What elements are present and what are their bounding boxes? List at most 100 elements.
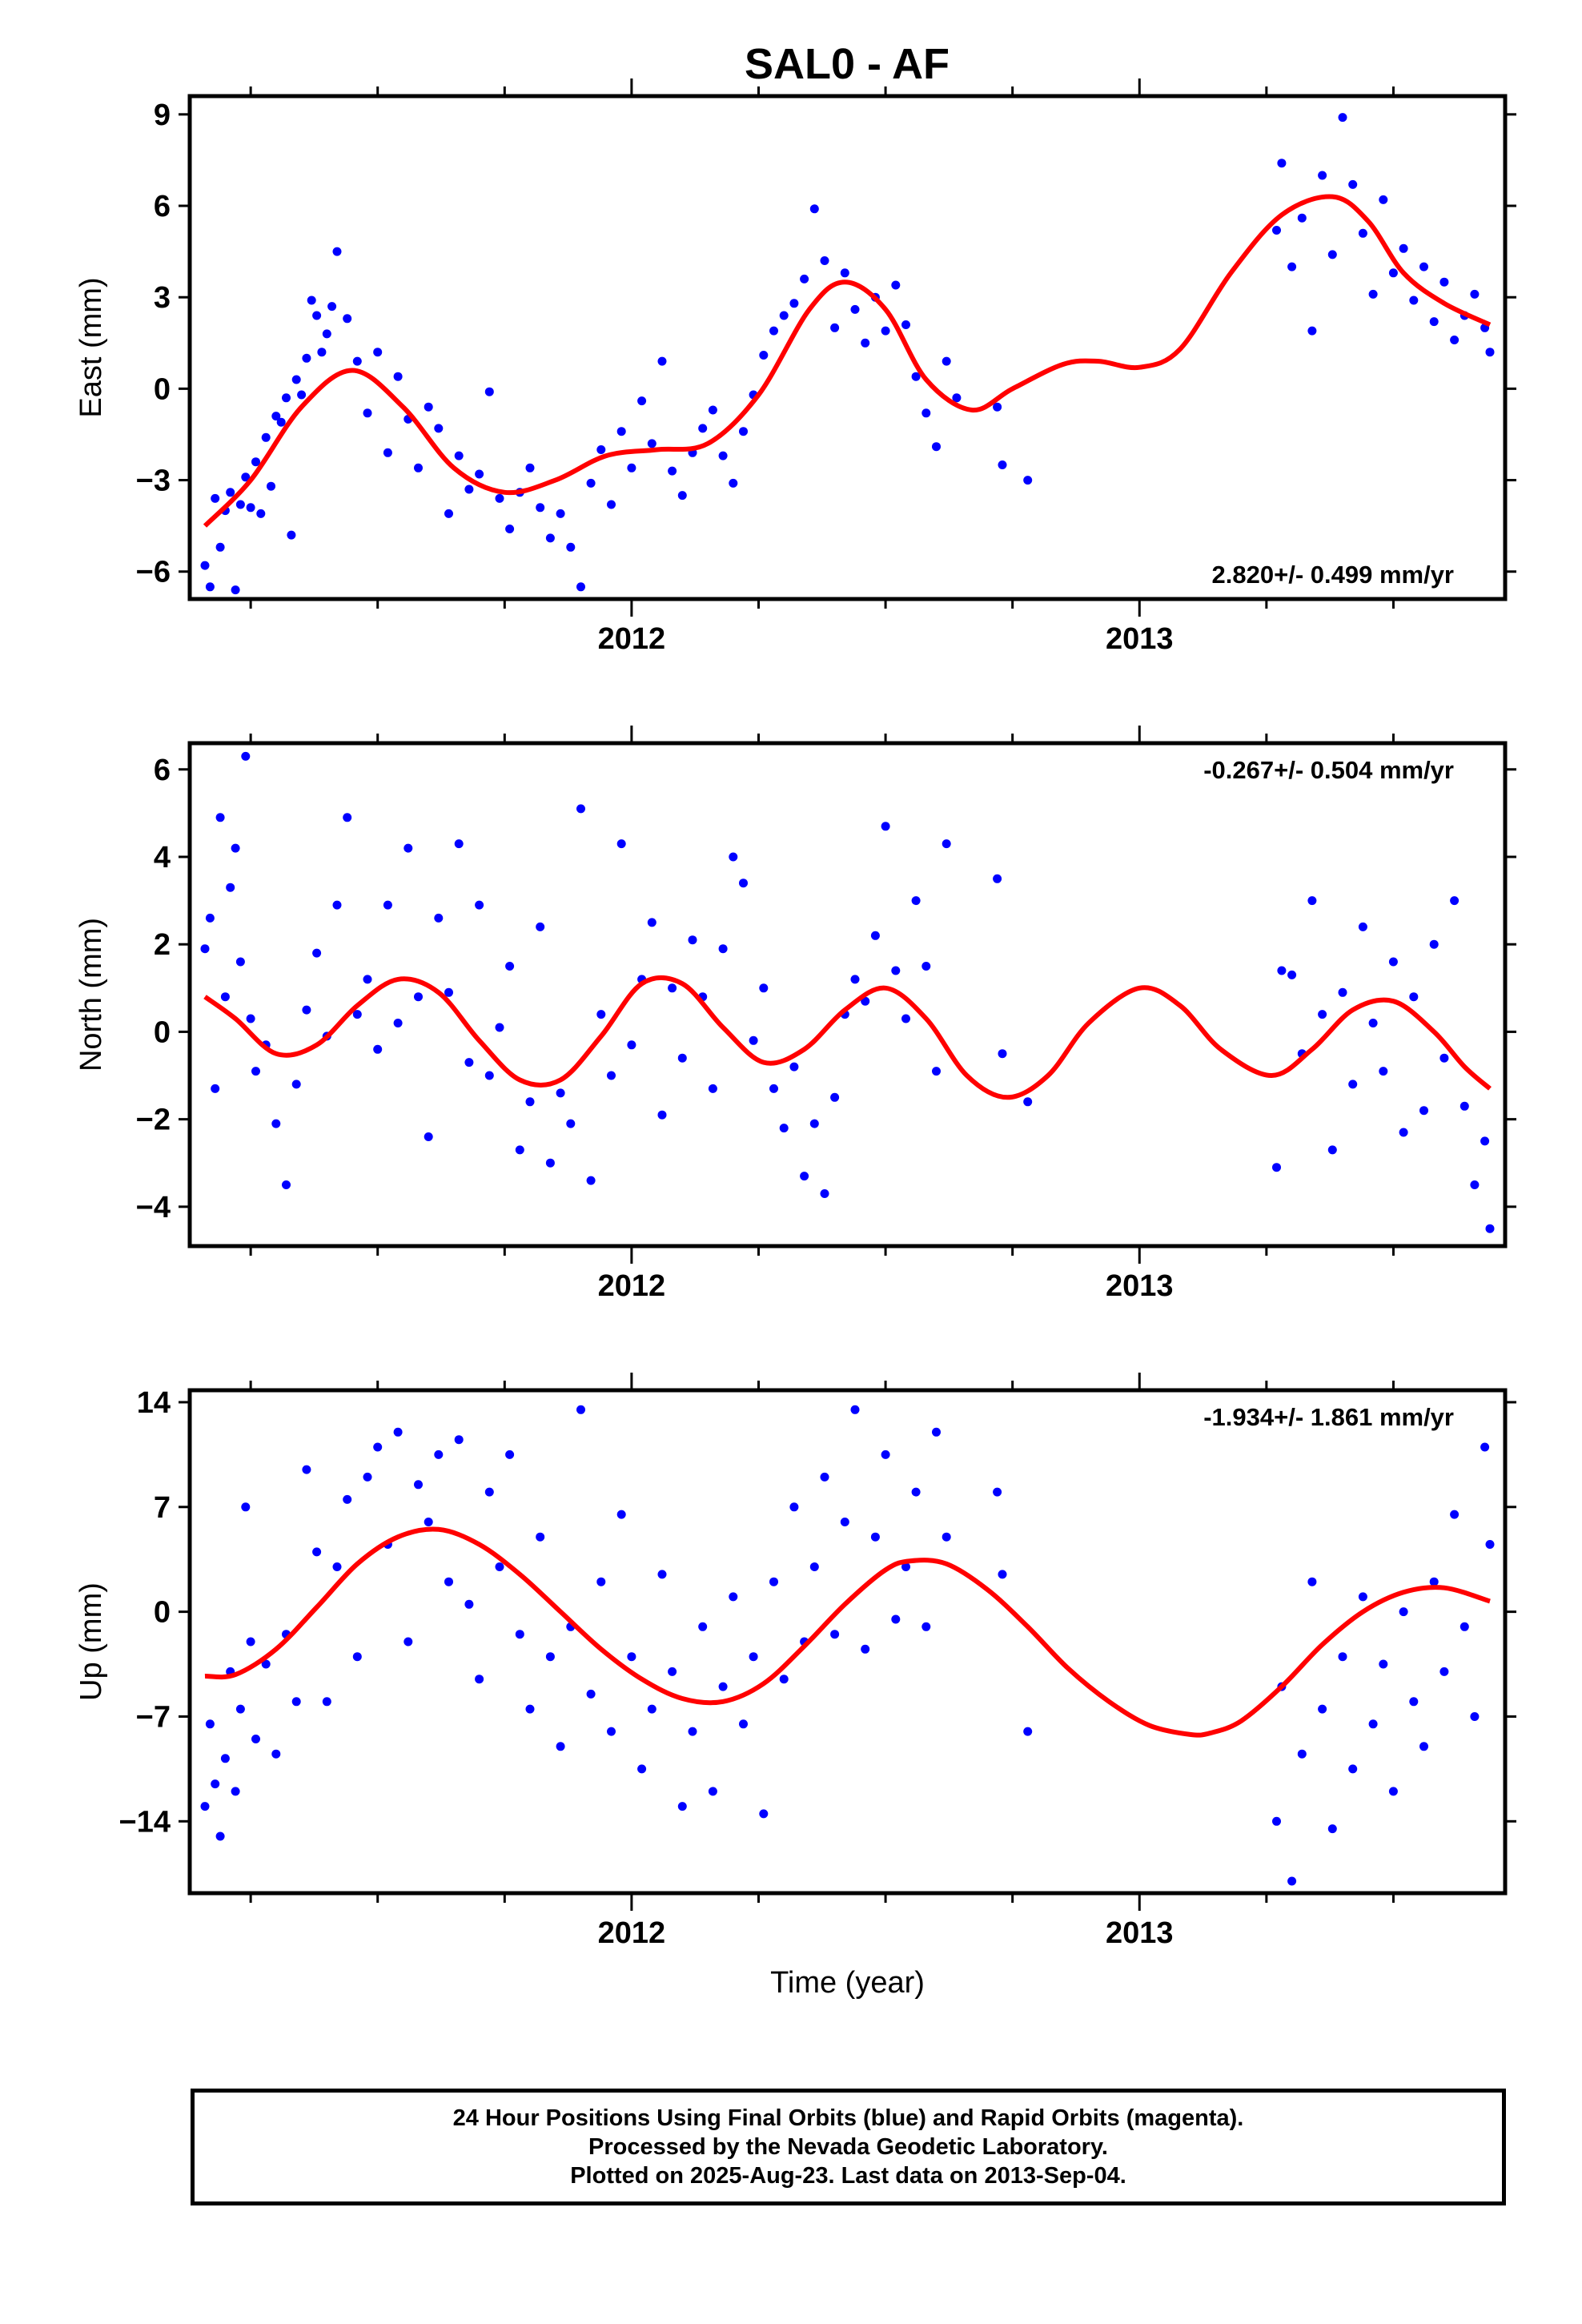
data-point (1327, 1824, 1337, 1834)
data-point (596, 1010, 606, 1019)
data-point (536, 922, 545, 931)
data-point (1439, 1667, 1449, 1676)
data-point (596, 445, 606, 454)
data-point (993, 402, 1002, 412)
data-point (657, 1110, 667, 1120)
data-point (1485, 1540, 1495, 1549)
y-tick-label: −3 (136, 464, 171, 498)
data-point (1368, 289, 1378, 299)
data-point (556, 1742, 565, 1751)
data-point (627, 1040, 636, 1050)
data-point (215, 1831, 225, 1841)
fit-curve (203, 194, 1492, 528)
data-point (566, 542, 576, 552)
footer-line-2: Processed by the Nevada Geodetic Laborat… (588, 2134, 1108, 2160)
data-point (251, 1067, 260, 1076)
data-point (616, 839, 626, 849)
data-point (322, 329, 331, 339)
data-point (363, 408, 372, 418)
data-point (657, 1570, 667, 1579)
data-point (414, 992, 423, 1002)
y-tick-label: 6 (154, 190, 171, 223)
data-point (739, 879, 748, 888)
data-point (545, 533, 555, 543)
data-point (475, 469, 484, 479)
data-point (287, 530, 296, 540)
data-point (820, 1472, 829, 1482)
data-point (921, 1622, 931, 1631)
data-point (1023, 1097, 1033, 1107)
data-point (327, 302, 337, 312)
data-point (1379, 1659, 1388, 1669)
data-point (424, 402, 433, 412)
data-point (800, 274, 809, 283)
y-tick-label: 14 (137, 1386, 171, 1420)
data-point (586, 1176, 596, 1185)
data-point (759, 983, 769, 993)
data-point (1318, 1010, 1327, 1019)
y-tick-label: −14 (119, 1805, 171, 1839)
data-point (870, 1532, 880, 1542)
data-point (1399, 1607, 1408, 1617)
data-point (998, 1570, 1007, 1579)
x-tick-label: 2012 (598, 622, 666, 656)
data-point (718, 944, 728, 954)
data-point (1358, 922, 1367, 931)
data-point (444, 509, 453, 518)
data-point (729, 478, 738, 488)
data-point (495, 1562, 504, 1571)
data-point (840, 268, 849, 278)
data-point (282, 393, 291, 403)
data-point (556, 509, 565, 518)
data-point (1348, 1080, 1358, 1089)
data-point (276, 417, 286, 427)
data-point (231, 843, 240, 853)
data-point (729, 852, 738, 862)
data-point (1297, 1749, 1307, 1759)
data-point (291, 375, 301, 384)
data-point (668, 983, 677, 993)
data-point (891, 966, 901, 975)
data-point (1388, 268, 1398, 278)
x-tick-label: 2013 (1106, 1269, 1174, 1303)
data-point (393, 372, 403, 381)
data-point (921, 962, 931, 971)
data-point (1358, 228, 1367, 238)
fit-curve (203, 975, 1492, 1100)
data-point (1277, 966, 1287, 975)
data-points (200, 1405, 1495, 1886)
data-point (647, 439, 656, 448)
data-point (393, 1019, 403, 1027)
data-point (414, 1480, 423, 1490)
data-point (1470, 289, 1480, 299)
data-point (1388, 957, 1398, 967)
data-point (1450, 1510, 1460, 1519)
data-point (1460, 1622, 1469, 1631)
data-point (267, 481, 275, 491)
rate-annotation: -0.267+/- 0.504 mm/yr (1203, 756, 1454, 784)
data-point (881, 822, 890, 831)
data-point (352, 1652, 362, 1662)
data-point (1348, 179, 1358, 189)
data-point (1023, 476, 1033, 485)
data-point (576, 1405, 585, 1414)
data-point (1318, 171, 1327, 180)
data-point (226, 883, 235, 892)
data-point (1399, 243, 1408, 253)
rate-annotation: 2.820+/- 0.499 mm/yr (1212, 561, 1454, 589)
data-point (1409, 992, 1419, 1002)
data-point (1368, 1719, 1378, 1729)
data-point (677, 1053, 687, 1063)
data-point (363, 1472, 372, 1482)
data-point (607, 1071, 616, 1080)
east-panel: −6 −3 0 3 6 9 2012 2013 East (mm) 2.820+/- 0.499 … (74, 78, 1516, 656)
data-point (1419, 1106, 1428, 1116)
data-point (1429, 939, 1439, 949)
data-point (332, 1562, 342, 1571)
data-point (779, 1124, 789, 1133)
data-point (241, 751, 251, 761)
footer-caption-box: 24 Hour Positions Using Final Orbits (bl… (191, 2089, 1506, 2205)
data-point (1429, 1577, 1439, 1586)
data-point (1480, 1136, 1490, 1146)
data-point (708, 1084, 717, 1093)
